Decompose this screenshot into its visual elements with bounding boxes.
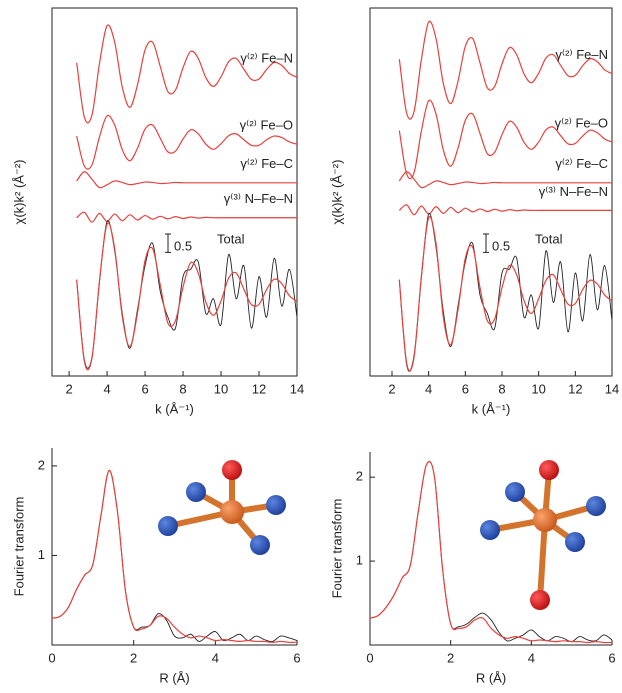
- x-tick-label: 14: [290, 381, 304, 396]
- molecule-left: [158, 460, 286, 555]
- x-tick-label: 4: [212, 650, 219, 665]
- x-tick-label: 2: [130, 650, 137, 665]
- x-tick-label: 10: [214, 381, 228, 396]
- y-tick-label: 2: [356, 469, 363, 484]
- series-label: γ⁽²⁾ Fe–O: [555, 115, 608, 130]
- curve: [52, 470, 297, 641]
- series-label: γ⁽³⁾ N–Fe–N: [539, 184, 608, 199]
- x-tick-label: 0: [48, 650, 55, 665]
- x-axis-label: R (Å): [159, 670, 189, 685]
- x-tick-label: 10: [531, 381, 545, 396]
- curve: [399, 213, 612, 371]
- curve: [399, 21, 612, 119]
- series-label: γ⁽²⁾ Fe–O: [240, 118, 293, 133]
- x-axis-label: R (Å): [476, 670, 506, 685]
- scale-bar-label: 0.5: [174, 239, 192, 254]
- y-axis-label: Fourier transform: [11, 497, 26, 597]
- x-tick-label: 0: [366, 650, 373, 665]
- series-label: γ⁽²⁾ Fe–C: [240, 156, 293, 171]
- x-tick-label: 8: [498, 381, 505, 396]
- curve: [77, 212, 297, 222]
- molecule-right: [480, 460, 606, 610]
- curve: [399, 205, 612, 215]
- x-tick-label: 4: [528, 650, 535, 665]
- curve: [52, 470, 297, 642]
- x-axis-label: k (Å⁻¹): [472, 401, 511, 416]
- series-label: γ⁽²⁾ Fe–N: [555, 47, 608, 62]
- y-axis-label: χ(k)k² (Å⁻²): [329, 160, 344, 225]
- figure: 024612R (Å)Fourier transform024612R (Å)F…: [0, 0, 622, 693]
- y-tick-label: 1: [38, 547, 45, 562]
- curve: [370, 461, 612, 642]
- x-tick-label: 4: [425, 381, 432, 396]
- x-tick-label: 12: [252, 381, 266, 396]
- x-tick-label: 14: [605, 381, 619, 396]
- series-label: γ⁽²⁾ Fe–C: [555, 156, 608, 171]
- scale-bar: [483, 234, 489, 252]
- x-tick-label: 8: [179, 381, 186, 396]
- series-label: Total: [217, 231, 245, 246]
- x-tick-label: 6: [293, 650, 300, 665]
- y-axis-label: Fourier transform: [329, 499, 344, 599]
- panel: 2 4 6 8 10 12 14 k (Å⁻¹) χ(k)k² (Å⁻²) γ⁽²⁾ Fe–N γ⁽…: [329, 8, 619, 416]
- y-axis-label: χ(k)k² (Å⁻²): [11, 160, 26, 225]
- series-label: Total: [535, 231, 563, 246]
- panel: 0 2 4 6 1 2 R (Å) Fourier transform: [11, 448, 300, 685]
- x-tick-label: 2: [65, 381, 72, 396]
- x-tick-label: 2: [447, 650, 454, 665]
- x-tick-label: 6: [608, 650, 615, 665]
- curve: [77, 25, 297, 123]
- y-tick-label: 1: [356, 553, 363, 568]
- scale-bar-label: 0.5: [492, 239, 510, 254]
- series-label: γ⁽²⁾ Fe–N: [240, 51, 293, 66]
- panel: 0 2 4 6 1 2 R (Å) Fourier transform: [329, 452, 615, 685]
- y-tick-label: 2: [38, 457, 45, 472]
- series-label: γ⁽³⁾ N–Fe–N: [224, 191, 293, 206]
- x-tick-label: 6: [462, 381, 469, 396]
- x-tick-label: 4: [103, 381, 110, 396]
- panel: 2 4 6 8 10 12 14 k (Å⁻¹) χ(k)k² (Å⁻²) γ⁽²⁾ Fe–N γ⁽…: [11, 8, 304, 416]
- scale-bar: [165, 234, 171, 252]
- x-tick-label: 12: [568, 381, 582, 396]
- x-tick-label: 2: [388, 381, 395, 396]
- x-tick-label: 6: [141, 381, 148, 396]
- curve: [77, 172, 297, 188]
- x-axis-label: k (Å⁻¹): [155, 401, 194, 416]
